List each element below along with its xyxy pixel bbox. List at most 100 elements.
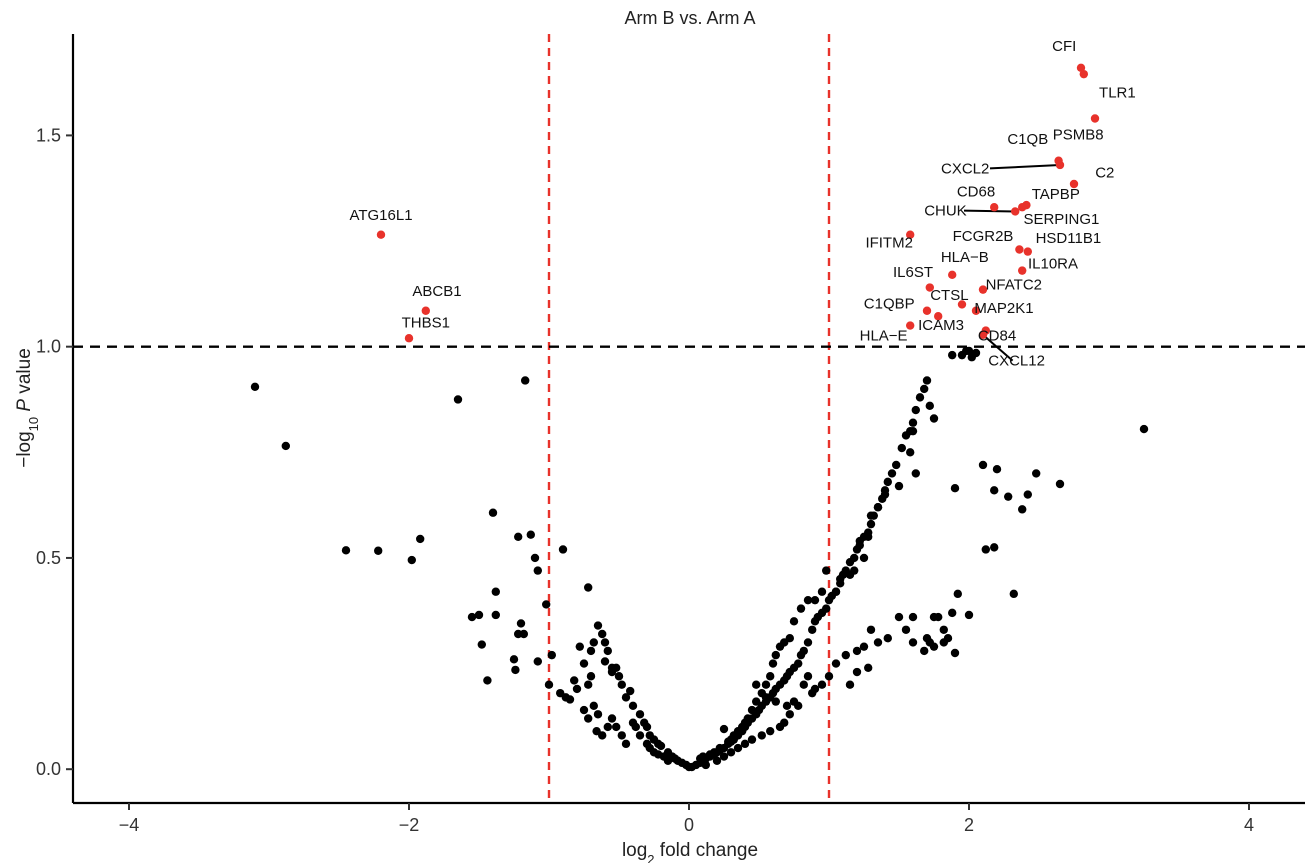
point-ns-239 xyxy=(864,663,873,672)
point-sig-19 xyxy=(971,306,981,315)
point-ns-153 xyxy=(920,384,929,394)
point-sig-24 xyxy=(376,230,386,239)
point-ns-183 xyxy=(761,680,771,689)
point-ns-25 xyxy=(509,655,519,664)
y-tick-label-3: 1.5 xyxy=(36,125,61,145)
gene-label-11: FCGR2B xyxy=(953,228,1014,245)
point-ns-264 xyxy=(990,486,999,495)
point-ns-174 xyxy=(803,595,813,605)
gene-label-6: TAPBP xyxy=(1032,186,1080,203)
point-ns-194 xyxy=(724,737,733,746)
point-sig-14 xyxy=(1018,266,1027,275)
point-ns-229 xyxy=(883,634,892,643)
point-ns-218 xyxy=(712,756,722,765)
point-ns-87 xyxy=(592,726,601,736)
connector-23 xyxy=(982,334,1014,362)
x-tick-label-3: 2 xyxy=(964,815,974,835)
gene-label-12: HSD11B1 xyxy=(1036,230,1102,247)
point-ns-43 xyxy=(617,680,626,689)
point-ns-217 xyxy=(719,752,729,761)
point-sig-21 xyxy=(906,321,915,330)
point-ns-206 xyxy=(799,680,808,689)
point-ns-21 xyxy=(544,680,554,689)
gene-label-13: HLA−B xyxy=(941,249,989,266)
point-ns-147 xyxy=(897,443,906,453)
gene-label-2: PSMB8 xyxy=(1053,127,1104,144)
x-tick-label-4: 4 xyxy=(1244,815,1254,835)
point-ns-252 xyxy=(990,543,999,552)
point-ns-181 xyxy=(768,659,778,668)
point-ns-14 xyxy=(526,530,535,539)
point-ns-1 xyxy=(281,441,290,451)
point-ns-28 xyxy=(511,665,520,675)
point-ns-5 xyxy=(407,555,416,565)
point-ns-8 xyxy=(491,587,500,596)
point-ns-11 xyxy=(477,640,486,649)
gene-label-24: ATG16L1 xyxy=(349,207,412,224)
point-ns-12 xyxy=(491,610,500,620)
point-ns-61 xyxy=(600,657,610,666)
point-ns-86 xyxy=(654,750,663,759)
point-ns-13 xyxy=(516,619,526,628)
point-sig-8 xyxy=(1011,207,1020,216)
point-ns-240 xyxy=(845,680,855,689)
point-ns-247 xyxy=(948,350,957,360)
threshold-lines xyxy=(73,34,1305,803)
gene-label-20: ICAM3 xyxy=(918,317,964,334)
point-ns-160 xyxy=(894,481,904,491)
point-ns-157 xyxy=(908,426,918,436)
point-ns-169 xyxy=(836,574,845,584)
y-tick-label-0: 0.0 xyxy=(36,759,61,779)
point-ns-186 xyxy=(752,697,761,706)
point-ns-211 xyxy=(766,726,775,736)
point-sig-11 xyxy=(1015,245,1024,254)
point-ns-200 xyxy=(719,724,729,734)
point-ns-32 xyxy=(570,676,579,685)
gene-label-0: CFI xyxy=(1052,38,1076,55)
label-connector-lines xyxy=(963,163,1061,362)
point-ns-219 xyxy=(701,760,710,770)
point-ns-4 xyxy=(416,534,425,544)
point-ns-267 xyxy=(939,638,948,647)
point-ns-245 xyxy=(967,353,976,362)
point-ns-84 xyxy=(626,686,635,696)
point-ns-216 xyxy=(726,748,736,757)
point-ns-66 xyxy=(593,710,603,719)
point-ns-241 xyxy=(852,667,862,677)
point-ns-62 xyxy=(607,667,617,677)
point-ns-262 xyxy=(964,610,974,620)
point-ns-168 xyxy=(845,570,855,580)
point-sig-10 xyxy=(906,230,915,239)
gene-label-26: THBS1 xyxy=(402,315,450,332)
point-ns-164 xyxy=(864,532,873,542)
point-ns-126 xyxy=(822,604,831,613)
point-sig-25 xyxy=(421,306,430,315)
point-sig-0 xyxy=(1076,63,1086,73)
gene-label-8: CHUK xyxy=(924,203,967,220)
y-title-prefix: −log xyxy=(14,431,35,467)
point-ns-166 xyxy=(859,553,869,563)
point-sig-16 xyxy=(978,285,988,294)
point-ns-232 xyxy=(908,638,918,647)
point-ns-7 xyxy=(488,508,498,517)
point-ns-263 xyxy=(992,465,1002,474)
point-ns-76 xyxy=(621,739,631,749)
point-sig-23 xyxy=(978,330,988,340)
point-ns-33 xyxy=(579,659,589,668)
point-ns-22 xyxy=(558,545,568,554)
point-ns-3 xyxy=(374,546,383,555)
point-ns-165 xyxy=(855,536,864,546)
point-ns-214 xyxy=(740,739,750,749)
point-ns-257 xyxy=(1032,469,1041,478)
point-ns-36 xyxy=(593,621,603,630)
point-ns-233 xyxy=(920,646,929,656)
point-ns-122 xyxy=(808,625,817,634)
point-ns-27 xyxy=(519,629,528,639)
point-ns-238 xyxy=(808,688,817,698)
point-ns-74 xyxy=(612,722,621,732)
point-ns-38 xyxy=(600,638,610,647)
nonsignificant-points xyxy=(250,346,1149,772)
point-ns-222 xyxy=(824,672,834,681)
gene-label-9: SERPING1 xyxy=(1023,211,1099,228)
